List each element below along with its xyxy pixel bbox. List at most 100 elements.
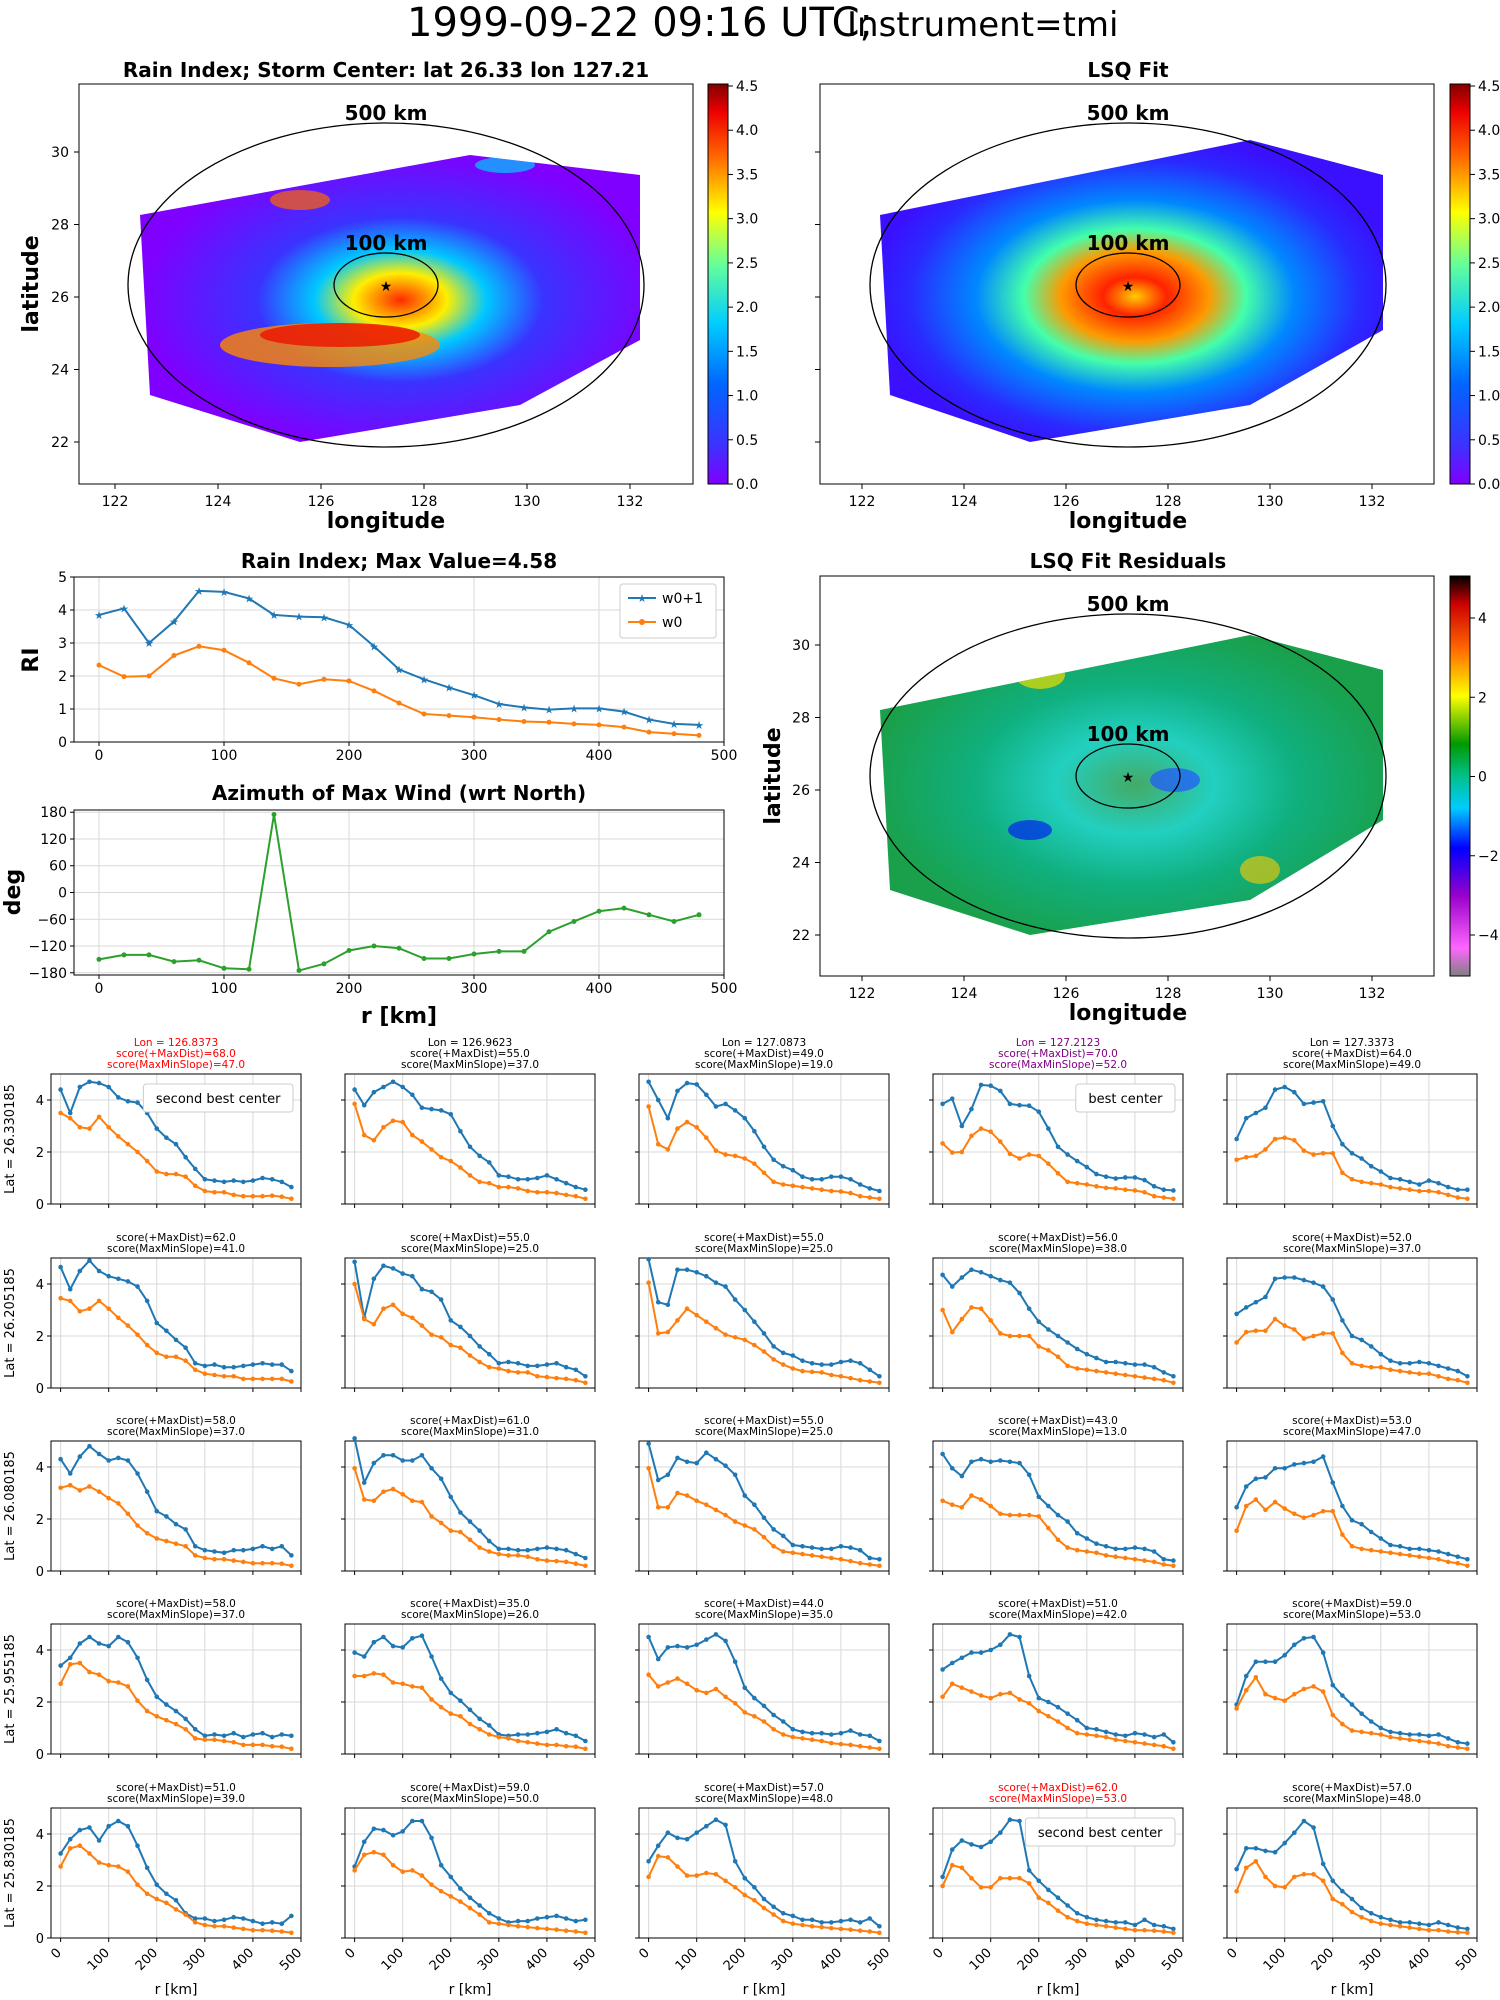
w0-point [486, 1732, 492, 1737]
w0-point [1330, 1508, 1336, 1514]
w0-point [877, 1746, 882, 1752]
w0-point [742, 1710, 748, 1715]
w0-point [116, 1864, 121, 1869]
w0p1-point [1455, 1187, 1461, 1192]
w0p1-point [496, 1361, 502, 1366]
w0-point [429, 1697, 434, 1702]
candidate-panel: score(+MaxDist)=62.0score(MaxMinSlope)=5… [929, 1782, 1187, 1998]
colorbar-tick-label: 4.5 [736, 79, 758, 95]
w0-point [780, 1182, 786, 1187]
w0p1-point [192, 1544, 198, 1549]
w0-point [212, 1190, 217, 1195]
w0-point [1301, 1686, 1307, 1692]
w0p1-point [1161, 1370, 1167, 1375]
w0p1-point [1074, 1158, 1080, 1164]
w0-point [269, 1928, 275, 1934]
candidate-panel-title: score(MaxMinSlope)=37.0 [107, 1609, 245, 1621]
w0p1-point [665, 1830, 671, 1835]
w0-point [1340, 1721, 1345, 1727]
w0-point [361, 1316, 367, 1322]
rain-map-panel: Rain Index; Storm Center: lat 26.33 lon … [19, 58, 758, 534]
candidate-panel: score(+MaxDist)=58.0score(MaxMinSlope)=3… [3, 1598, 302, 1763]
w0-point [1272, 1316, 1278, 1322]
plot-area [345, 1258, 595, 1388]
w0-point [969, 1875, 974, 1881]
w0p1-point [1094, 1917, 1099, 1923]
x-tick-label: 200 [427, 1946, 455, 1974]
w0-point [221, 1557, 227, 1562]
w0p1-point [1113, 1546, 1118, 1552]
w0p1-point [752, 1695, 757, 1701]
w0-point [1151, 1193, 1157, 1199]
w0p1-point [988, 1839, 993, 1845]
w0p1-point [477, 1153, 482, 1159]
w0p1-point [848, 1177, 853, 1182]
w0p1-point [1055, 1512, 1061, 1518]
w0-point [196, 643, 202, 649]
plot-area [933, 1624, 1183, 1754]
w0-point [1378, 1182, 1384, 1187]
w0p1-point [1407, 1361, 1412, 1366]
candidate-panel-title: score(MaxMinSlope)=39.0 [107, 1793, 245, 1805]
w0-point [269, 1193, 275, 1198]
candidate-panel-title: Lon = 126.9623 [428, 1037, 512, 1049]
w0-point [289, 1196, 294, 1202]
rain-ring-500-label: 500 km [345, 101, 428, 125]
w0-point [1330, 1896, 1336, 1902]
w0-point [949, 1150, 955, 1155]
w0p1-point [173, 1141, 179, 1147]
w0p1-point: ★ [644, 714, 654, 727]
plot-area [1227, 1808, 1477, 1938]
w0-point [969, 1689, 974, 1694]
w0-point [829, 1372, 834, 1378]
w0p1-point [241, 1916, 246, 1921]
w0-point [1455, 1195, 1461, 1200]
w0-point [1292, 1138, 1297, 1143]
w0p1-point [400, 1458, 405, 1463]
w0p1-point [371, 1089, 377, 1095]
w0-point [969, 1305, 974, 1310]
w0p1-point [202, 1363, 208, 1369]
y-tick-label: 0 [36, 1748, 44, 1763]
w0-point [279, 1929, 285, 1934]
w0-point [1455, 1929, 1461, 1935]
w0-point [1465, 1563, 1470, 1569]
w0-point [1272, 1499, 1278, 1505]
w0p1-point [877, 1188, 882, 1194]
w0-point [978, 1306, 984, 1311]
y-tick-label: −180 [29, 966, 67, 982]
x-tick-label: 400 [817, 1946, 845, 1974]
w0-point [202, 1922, 208, 1928]
w0-point [400, 1311, 405, 1317]
plot-frame [50, 1440, 302, 1572]
w0p1-point [419, 1633, 425, 1638]
w0p1-point [694, 1830, 699, 1835]
w0-point [154, 1169, 160, 1174]
w0-point [819, 1924, 824, 1930]
y-tick-label: 5 [58, 570, 67, 586]
candidate-panel-title: score(+MaxDist)=62.0 [116, 1232, 236, 1244]
w0p1-point [1234, 1866, 1239, 1872]
w0-point [250, 1927, 256, 1933]
w0p1-point [1171, 1740, 1176, 1745]
w0p1-point [212, 1362, 217, 1367]
w0-point [713, 1325, 719, 1331]
w0-point [202, 1555, 208, 1561]
w0p1-point [1407, 1920, 1412, 1925]
w0-point [838, 1557, 844, 1562]
w0-point [665, 1680, 671, 1685]
w0p1-point [506, 1546, 511, 1552]
map-y-tick-label: 26 [51, 290, 69, 306]
w0p1-point [1253, 1476, 1259, 1481]
figure-instrument: Instrument=tmi [847, 5, 1118, 45]
w0p1-point [1113, 1176, 1118, 1181]
w0-point [583, 1746, 588, 1752]
resid-ring-100-label: 100 km [1087, 722, 1170, 746]
w0-point [116, 1315, 121, 1321]
azimuth-point [546, 929, 552, 935]
w0p1-point [829, 1920, 834, 1925]
candidate-xlabel: r [km] [1037, 1982, 1080, 1998]
candidate-panel-title: Lon = 127.3373 [1310, 1037, 1394, 1049]
w0p1-point: ★ [294, 611, 304, 624]
w0p1-point [809, 1917, 815, 1923]
